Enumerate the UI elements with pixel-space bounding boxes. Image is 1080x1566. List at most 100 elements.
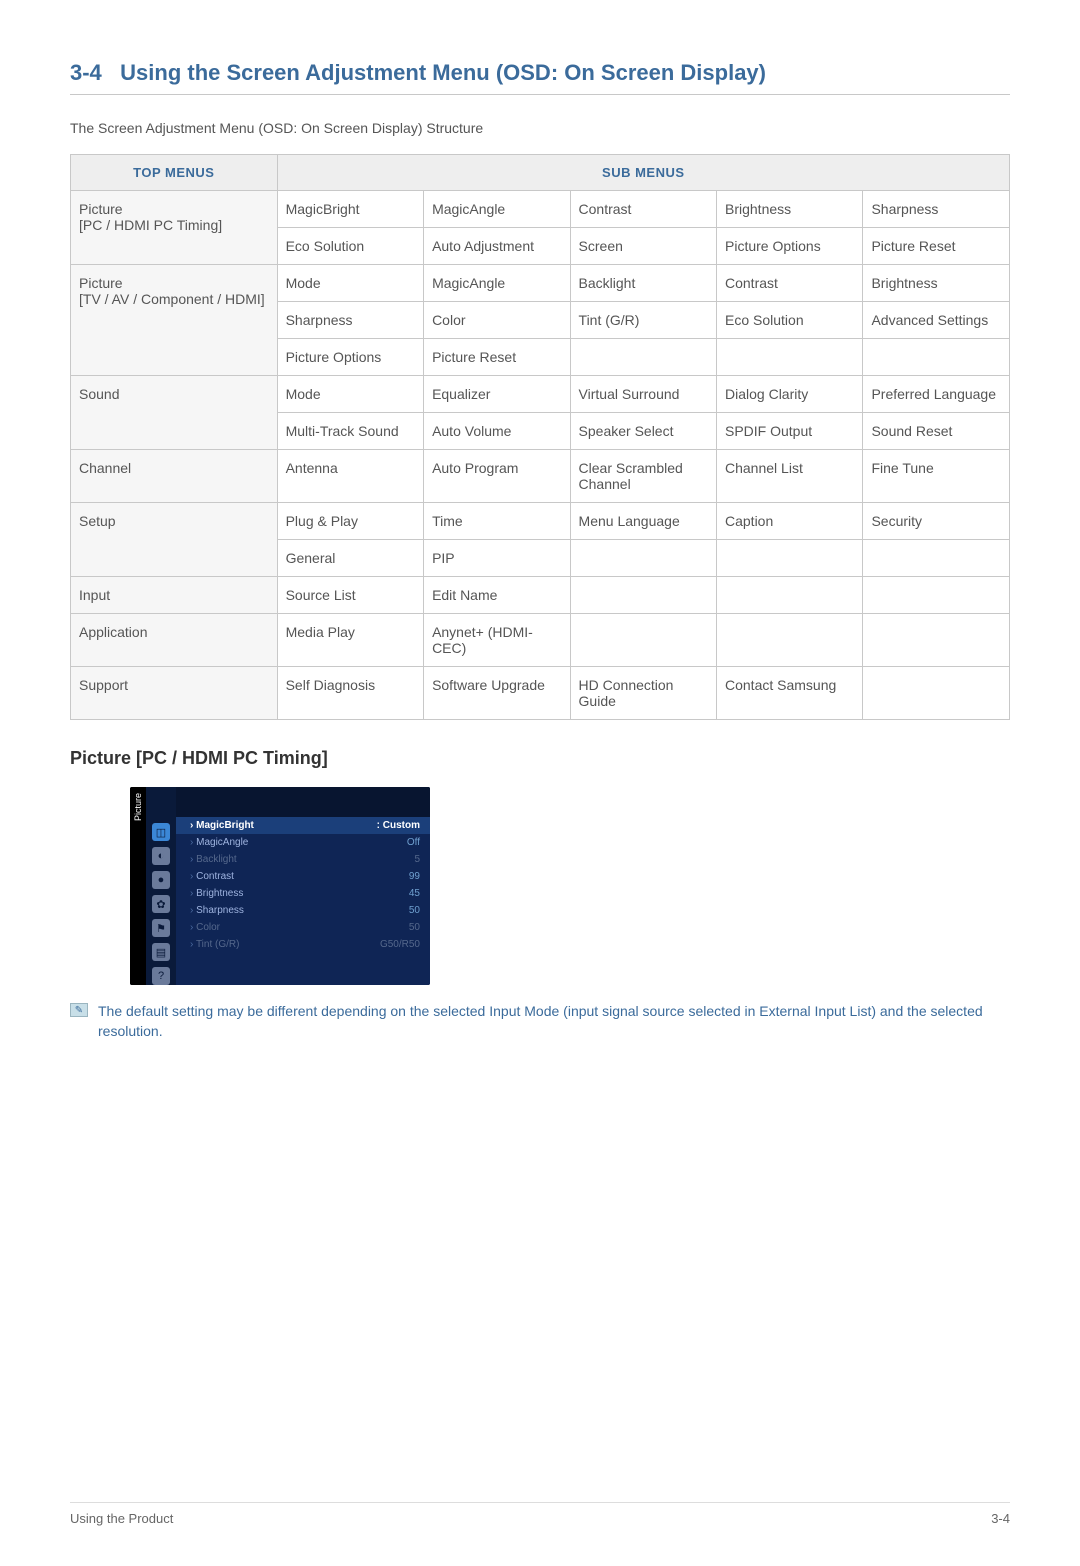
footer-left: Using the Product	[70, 1511, 173, 1526]
note-icon: ✎	[70, 1003, 88, 1017]
sub-menu-cell: Auto Program	[424, 450, 570, 503]
osd-vertical-tab: Picture	[130, 787, 146, 985]
sub-menu-cell: MagicBright	[277, 191, 423, 228]
sub-menu-cell: Self Diagnosis	[277, 667, 423, 720]
sub-menu-cell: Caption	[717, 503, 863, 540]
top-menu-cell: Input	[71, 577, 278, 614]
sub-menu-cell	[570, 577, 716, 614]
picture-subheading: Picture [PC / HDMI PC Timing]	[70, 748, 1010, 769]
osd-icon-column: ◫◐●✿⚑▤?	[146, 787, 176, 985]
sub-menu-cell: Speaker Select	[570, 413, 716, 450]
sub-menu-cell: Equalizer	[424, 376, 570, 413]
sub-menu-cell: Auto Adjustment	[424, 228, 570, 265]
sub-menu-cell: Plug & Play	[277, 503, 423, 540]
sub-menu-cell: Menu Language	[570, 503, 716, 540]
note-text: The default setting may be different dep…	[98, 1001, 1010, 1042]
sub-menu-cell	[717, 540, 863, 577]
sub-menu-cell: Backlight	[570, 265, 716, 302]
osd-menu-row: Tint (G/R) G50/R50	[176, 936, 430, 953]
sub-menu-cell: Virtual Surround	[570, 376, 716, 413]
sub-menu-cell: Sharpness	[863, 191, 1010, 228]
sub-menu-cell	[863, 667, 1010, 720]
sub-menu-cell: SPDIF Output	[717, 413, 863, 450]
sub-menu-cell: Channel List	[717, 450, 863, 503]
sub-menu-cell	[717, 614, 863, 667]
sub-menu-cell: Contrast	[717, 265, 863, 302]
sub-menu-cell: Media Play	[277, 614, 423, 667]
osd-row-value: : Custom	[377, 820, 420, 831]
sub-menu-cell	[717, 577, 863, 614]
osd-screenshot-mock: Picture ◫◐●✿⚑▤? MagicBright: CustomMagic…	[130, 787, 430, 985]
sub-menu-cell: Brightness	[863, 265, 1010, 302]
osd-sidebar-icon: ◐	[152, 847, 170, 865]
osd-row-value: 50	[409, 922, 420, 933]
osd-menu-row: MagicAngle Off	[176, 834, 430, 851]
osd-row-value: G50/R50	[380, 939, 420, 950]
osd-row-value: Off	[407, 837, 420, 848]
top-menu-cell: Picture[TV / AV / Component / HDMI]	[71, 265, 278, 376]
sub-menu-cell: Sound Reset	[863, 413, 1010, 450]
osd-topbar	[176, 787, 430, 817]
osd-sidebar-icon: ▤	[152, 943, 170, 961]
sub-menu-cell	[863, 339, 1010, 376]
note: ✎ The default setting may be different d…	[70, 1001, 1010, 1042]
osd-menu-row: Brightness45	[176, 885, 430, 902]
top-menu-cell: Setup	[71, 503, 278, 577]
sub-menu-cell: Time	[424, 503, 570, 540]
sub-menu-cell: Color	[424, 302, 570, 339]
osd-menu-row: Color 50	[176, 919, 430, 936]
sub-menu-cell	[863, 614, 1010, 667]
sub-menu-cell: Contact Samsung	[717, 667, 863, 720]
sub-menu-cell: Mode	[277, 376, 423, 413]
sub-menu-cell	[717, 339, 863, 376]
sub-menu-cell: Clear Scrambled Channel	[570, 450, 716, 503]
osd-menu-row: Contrast 99	[176, 868, 430, 885]
sub-menu-cell: Dialog Clarity	[717, 376, 863, 413]
sub-menu-cell: Tint (G/R)	[570, 302, 716, 339]
intro-text: The Screen Adjustment Menu (OSD: On Scre…	[70, 120, 1010, 136]
section-title: 3-4 Using the Screen Adjustment Menu (OS…	[70, 60, 1010, 95]
osd-row-value: 50	[409, 905, 420, 916]
sub-menu-cell: Multi-Track Sound	[277, 413, 423, 450]
osd-row-label: Tint (G/R)	[190, 939, 239, 950]
sub-menu-cell: Picture Options	[717, 228, 863, 265]
osd-row-value: 99	[409, 871, 420, 882]
top-menu-cell: Picture[PC / HDMI PC Timing]	[71, 191, 278, 265]
sub-menu-cell: Eco Solution	[277, 228, 423, 265]
sub-menu-cell: Anynet+ (HDMI-CEC)	[424, 614, 570, 667]
sub-menu-cell	[863, 540, 1010, 577]
sub-menu-cell: Contrast	[570, 191, 716, 228]
sub-menu-cell: General	[277, 540, 423, 577]
osd-row-label: Color	[190, 922, 220, 933]
top-menu-cell: Support	[71, 667, 278, 720]
osd-row-label: MagicBright	[190, 820, 254, 831]
sub-menu-cell	[863, 577, 1010, 614]
page-footer: Using the Product 3-4	[70, 1502, 1010, 1526]
osd-sidebar-icon: ●	[152, 871, 170, 889]
sub-menu-cell: Auto Volume	[424, 413, 570, 450]
sub-menu-cell: Mode	[277, 265, 423, 302]
sub-menu-cell: Picture Reset	[863, 228, 1010, 265]
sub-menu-cell: Advanced Settings	[863, 302, 1010, 339]
sub-menu-cell: Picture Options	[277, 339, 423, 376]
sub-menu-cell: Eco Solution	[717, 302, 863, 339]
sub-menu-cell: Sharpness	[277, 302, 423, 339]
osd-sidebar-icon: ?	[152, 967, 170, 985]
osd-row-label: Brightness	[190, 888, 243, 899]
osd-menu-row: Backlight5	[176, 851, 430, 868]
osd-structure-table: Top Menus Sub Menus Picture[PC / HDMI PC…	[70, 154, 1010, 720]
top-menu-cell: Sound	[71, 376, 278, 450]
osd-row-label: Contrast	[190, 871, 234, 882]
osd-sidebar-icon: ⚑	[152, 919, 170, 937]
sub-menu-cell: Picture Reset	[424, 339, 570, 376]
th-sub-menus: Sub Menus	[277, 155, 1009, 191]
osd-menu-row: MagicBright : Custom	[176, 817, 430, 834]
sub-menu-cell: Antenna	[277, 450, 423, 503]
osd-row-label: MagicAngle	[190, 837, 248, 848]
sub-menu-cell	[570, 540, 716, 577]
sub-menu-cell: Brightness	[717, 191, 863, 228]
sub-menu-cell	[570, 339, 716, 376]
section-number: 3-4	[70, 60, 102, 85]
sub-menu-cell: MagicAngle	[424, 191, 570, 228]
sub-menu-cell: Edit Name	[424, 577, 570, 614]
